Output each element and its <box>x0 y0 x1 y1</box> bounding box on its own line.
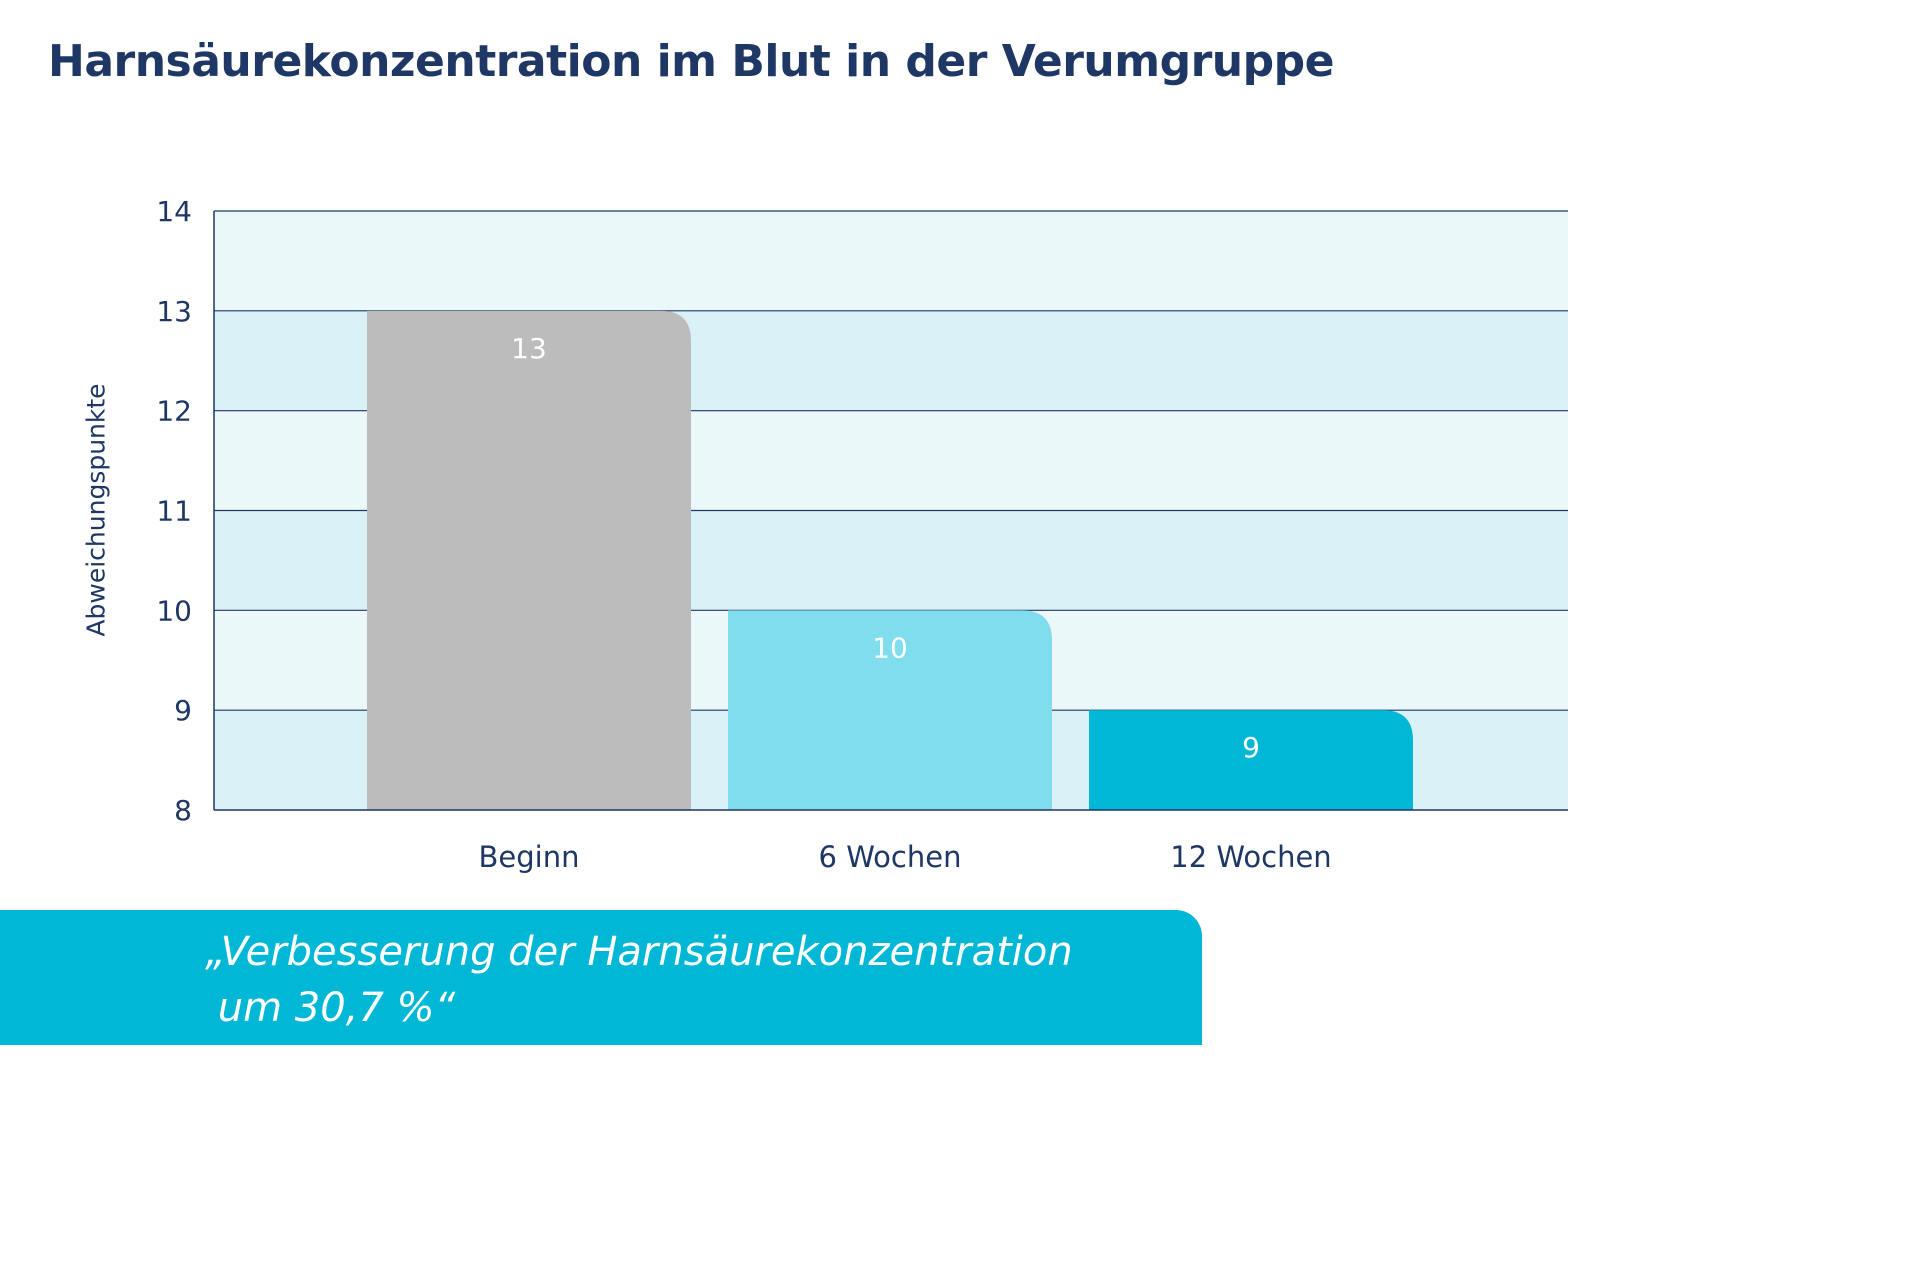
quote-banner: „Verbesserung der Harnsäurekonzentration… <box>0 910 1202 1045</box>
y-tick-label: 8 <box>174 794 192 827</box>
y-tick-labels: 8 9 10 11 12 13 14 <box>156 195 192 827</box>
x-tick-label: 6 Wochen <box>819 840 962 874</box>
bar <box>367 310 691 810</box>
bar-value-label: 10 <box>872 631 908 664</box>
background-band <box>214 211 1568 311</box>
axes <box>213 211 1568 811</box>
bars <box>367 310 1413 810</box>
quote-text: „Verbesserung der Harnsäurekonzentration… <box>205 929 1073 1031</box>
bar <box>1089 710 1413 810</box>
x-tick-label: Beginn <box>479 840 580 874</box>
y-axis-label: Abweichungspunkte <box>81 383 111 637</box>
y-tick-label: 9 <box>174 694 192 727</box>
x-tick-label: 12 Wochen <box>1170 840 1331 874</box>
bar-value-label: 9 <box>1242 731 1260 764</box>
y-tick-label: 12 <box>156 395 192 428</box>
x-tick-labels: Beginn 6 Wochen 12 Wochen <box>479 840 1332 874</box>
bar-chart: 8 9 10 11 12 13 14 13 10 9 Beginn 6 Wochen 12 Woch… <box>156 195 1568 874</box>
y-tick-label: 13 <box>156 295 192 328</box>
bar-value-labels: 13 10 9 <box>511 332 1260 764</box>
bar-value-label: 13 <box>511 332 547 365</box>
y-tick-label: 10 <box>156 594 192 627</box>
chart-title: Harnsäurekonzentration im Blut in der Ve… <box>48 36 1334 87</box>
y-tick-label: 11 <box>156 495 192 528</box>
bar <box>728 610 1052 810</box>
y-tick-label: 14 <box>156 195 192 228</box>
